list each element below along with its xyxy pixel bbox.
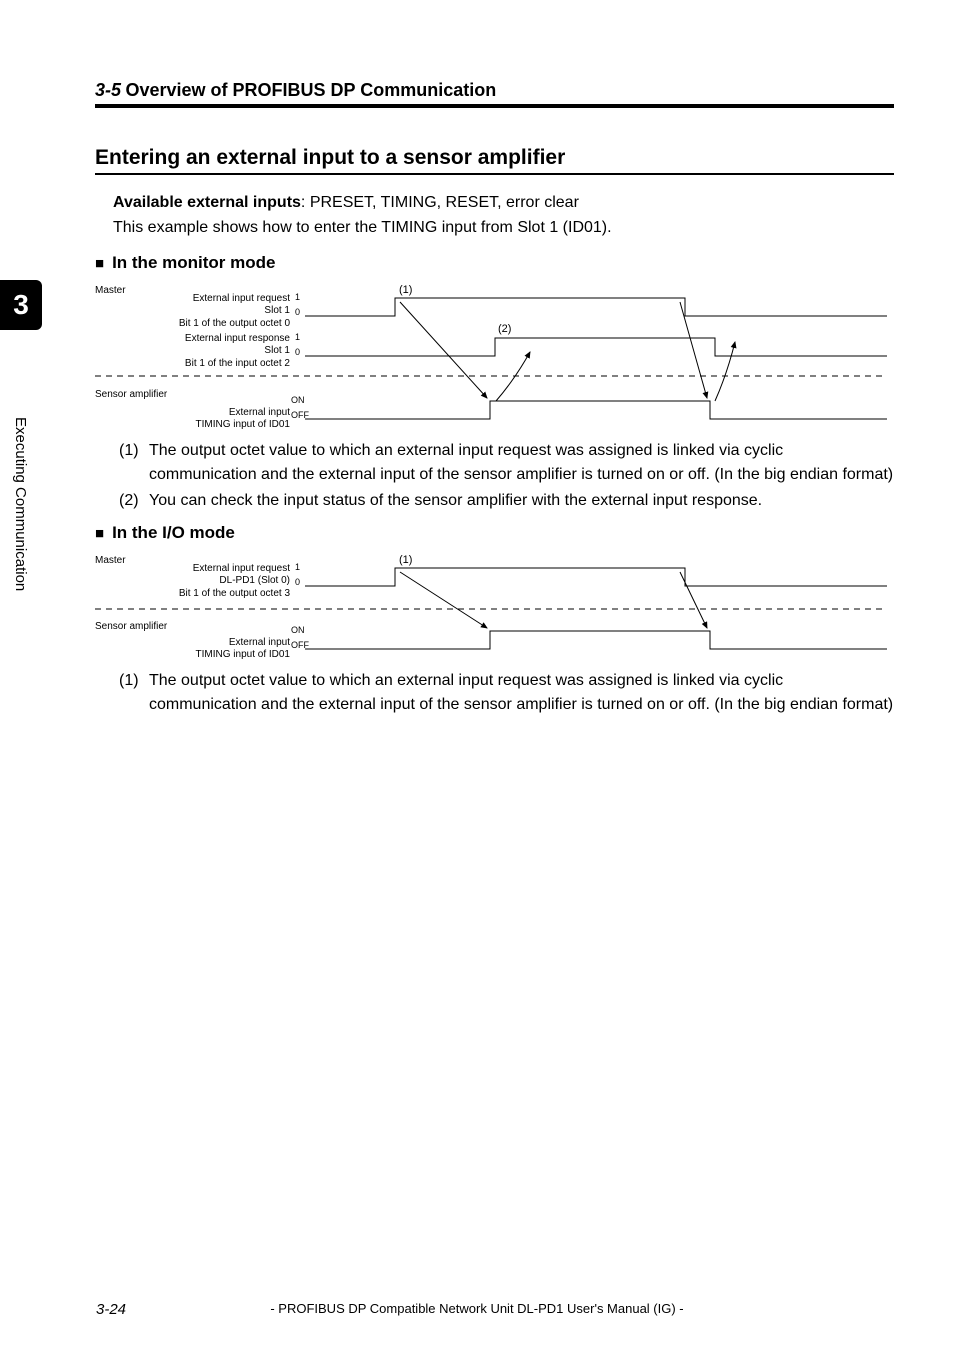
note-text: The output octet value to which an exter… [149, 669, 894, 717]
lvl-r3-lo: OFF [291, 410, 309, 420]
lvl-r3-hi: ON [291, 395, 305, 405]
label-sensor-io: Sensor amplifier [95, 621, 215, 634]
label-r3: External input TIMING input of ID01 [95, 407, 290, 432]
page-number: 3-24 [96, 1301, 126, 1318]
lvl-r1-lo: 0 [295, 307, 300, 317]
lvl-r1-hi: 1 [295, 292, 300, 302]
intro-block: Available external inputs: PRESET, TIMIN… [95, 191, 894, 241]
ann1-svg: (1) [399, 284, 412, 296]
label-sensor: Sensor amplifier [95, 389, 215, 402]
section-header: 3-5 Overview of PROFIBUS DP Communicatio… [95, 80, 894, 101]
ann2-svg: (2) [498, 323, 511, 335]
section-number: 3-5 [95, 80, 121, 100]
note-num: (1) [119, 439, 149, 487]
ann1-io-svg: (1) [399, 554, 412, 566]
rule-thick [95, 104, 894, 108]
label-r1: External input request Slot 1 Bit 1 of t… [95, 293, 290, 331]
lvl-io-r3-hi: ON [291, 625, 305, 635]
note-item: (1) The output octet value to which an e… [119, 669, 894, 717]
lvl-io-r3-lo: OFF [291, 640, 309, 650]
monitor-heading: In the monitor mode [95, 253, 894, 273]
lvl-io-r1-hi: 1 [295, 562, 300, 572]
label-r2: External input response Slot 1 Bit 1 of … [95, 333, 290, 371]
iomode-diagram: Master External input request DL-PD1 (Sl… [95, 549, 894, 665]
monitor-notes: (1) The output octet value to which an e… [95, 439, 894, 513]
note-item: (1) The output octet value to which an e… [119, 439, 894, 487]
note-item: (2) You can check the input status of th… [119, 489, 894, 513]
lvl-r2-hi: 1 [295, 332, 300, 342]
note-text: You can check the input status of the se… [149, 489, 894, 513]
monitor-diagram: Master External input request Slot 1 Bit… [95, 279, 894, 435]
intro-label: Available external inputs [113, 194, 301, 211]
label-io-r3: External input TIMING input of ID01 [95, 637, 290, 662]
footer-text: - PROFIBUS DP Compatible Network Unit DL… [270, 1301, 683, 1316]
note-num: (2) [119, 489, 149, 513]
intro-inputs: : PRESET, TIMING, RESET, error clear [301, 194, 579, 211]
footer: 3-24 - PROFIBUS DP Compatible Network Un… [0, 1301, 954, 1316]
subheading: Entering an external input to a sensor a… [95, 146, 894, 170]
lvl-io-r1-lo: 0 [295, 577, 300, 587]
label-io-r1: External input request DL-PD1 (Slot 0) B… [95, 563, 290, 601]
lvl-r2-lo: 0 [295, 347, 300, 357]
iomode-heading: In the I/O mode [95, 523, 894, 543]
note-text: The output octet value to which an exter… [149, 439, 894, 487]
iomode-notes: (1) The output octet value to which an e… [95, 669, 894, 717]
rule-thin [95, 173, 894, 175]
section-title: Overview of PROFIBUS DP Communication [125, 80, 496, 100]
intro-example: This example shows how to enter the TIMI… [113, 219, 612, 236]
note-num: (1) [119, 669, 149, 717]
